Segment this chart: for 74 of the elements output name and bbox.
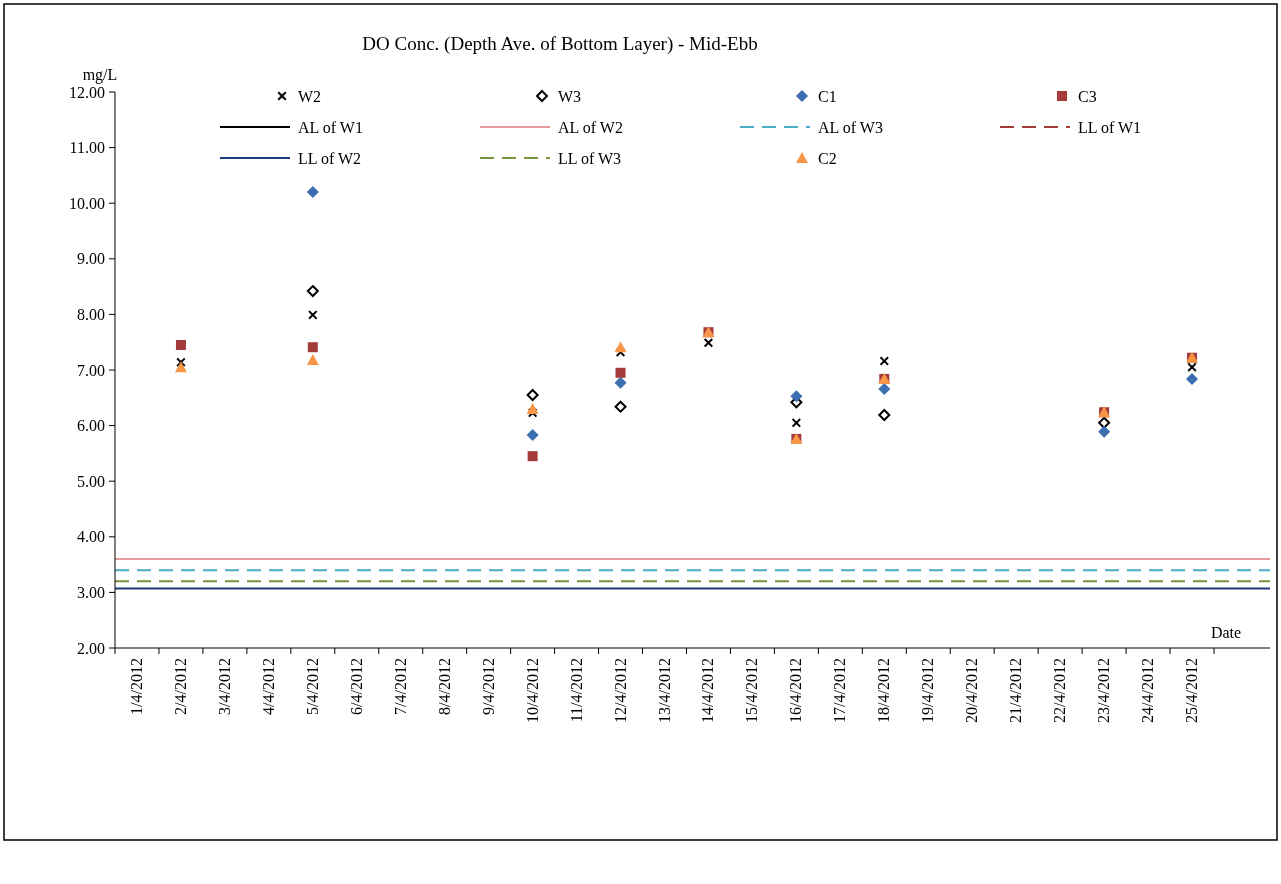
- y-tick-label: 10.00: [69, 194, 105, 212]
- point: [878, 409, 891, 422]
- x-tick-label: 23/4/2012: [1095, 658, 1113, 723]
- point: [306, 186, 319, 199]
- y-tick-label: 7.00: [77, 361, 105, 379]
- x-axis-title: Date: [1210, 624, 1242, 641]
- text: AL of W1: [298, 118, 363, 136]
- x-tick-label: 22/4/2012: [1051, 658, 1069, 723]
- chart-title: DO Conc. (Depth Ave. of Bottom Layer) - Mid-Ebb: [362, 33, 758, 55]
- point: [1098, 425, 1111, 438]
- x-tick-label: 9/4/2012: [479, 658, 497, 715]
- x-tick-label: 16/4/2012: [787, 658, 805, 723]
- x-tick-label: 2/4/2012: [171, 658, 189, 715]
- point: [703, 338, 713, 348]
- y-tick-label: 8.00: [77, 306, 105, 323]
- point: [1187, 362, 1197, 372]
- x-tick-label: 25/4/2012: [1183, 658, 1201, 723]
- x-tick-label: 1/4/2012: [127, 658, 145, 715]
- point: [307, 342, 318, 353]
- point: [175, 339, 186, 350]
- point: [526, 429, 539, 442]
- point: [526, 402, 539, 414]
- x-tick-label: 3/4/2012: [215, 658, 233, 715]
- point: [526, 389, 539, 402]
- x-tick-label: 7/4/2012: [391, 658, 409, 715]
- x-tick-label: 14/4/2012: [699, 658, 717, 723]
- x-tick-label: 11/4/2012: [567, 658, 585, 723]
- x-tick-label: 13/4/2012: [655, 658, 673, 723]
- x-tick-label: 21/4/2012: [1007, 658, 1025, 723]
- x-tick-label: 6/4/2012: [347, 658, 365, 715]
- point: [615, 367, 626, 378]
- x-tick-label: 20/4/2012: [963, 658, 981, 723]
- y-tick-label: 2.00: [77, 639, 105, 657]
- point: [306, 285, 319, 298]
- point: [879, 356, 889, 366]
- point: [1186, 372, 1199, 385]
- x-tick-label: 10/4/2012: [523, 658, 541, 723]
- x-tick-label: 24/4/2012: [1139, 658, 1157, 723]
- legend-label: AL of W3: [818, 118, 883, 136]
- legend-label: W2: [298, 87, 322, 105]
- x-tick-label: 15/4/2012: [743, 658, 761, 723]
- y-tick-label: 3.00: [77, 584, 105, 601]
- y-tick-label: 4.00: [77, 528, 105, 546]
- y-tick-label: 11.00: [69, 139, 105, 157]
- legend-label: C1: [818, 87, 837, 105]
- y-tick-label: 12.00: [69, 83, 105, 101]
- legend-label: C2: [818, 149, 837, 167]
- x-tick-label: 17/4/2012: [831, 658, 849, 723]
- point: [1098, 416, 1111, 429]
- legend-label: LL of W2: [298, 149, 362, 167]
- y-tick-label: 9.00: [77, 250, 105, 268]
- x-tick-label: 12/4/2012: [611, 658, 629, 723]
- y-axis-title: mg/L: [82, 66, 118, 84]
- point: [527, 451, 538, 462]
- legend-label: C3: [1078, 87, 1097, 105]
- legend-label: LL of W3: [558, 149, 622, 167]
- point: [790, 390, 803, 403]
- point: [306, 353, 319, 365]
- point: [614, 341, 627, 353]
- legend-label: AL of W2: [558, 118, 623, 136]
- point: [791, 418, 801, 428]
- x-tick-label: 5/4/2012: [303, 658, 321, 715]
- legend-label: W3: [558, 87, 582, 105]
- y-tick-label: 6.00: [77, 417, 105, 435]
- x-tick-label: 4/4/2012: [259, 658, 277, 715]
- x-tick-label: 19/4/2012: [919, 658, 937, 723]
- y-tick-label: 5.00: [77, 472, 105, 490]
- x-tick-label: 8/4/2012: [435, 658, 453, 715]
- x-tick-label: 18/4/2012: [875, 658, 893, 723]
- point: [614, 400, 627, 413]
- point: [174, 361, 187, 373]
- point: [308, 310, 318, 320]
- point: [614, 376, 627, 389]
- text: LL of W1: [1078, 118, 1142, 136]
